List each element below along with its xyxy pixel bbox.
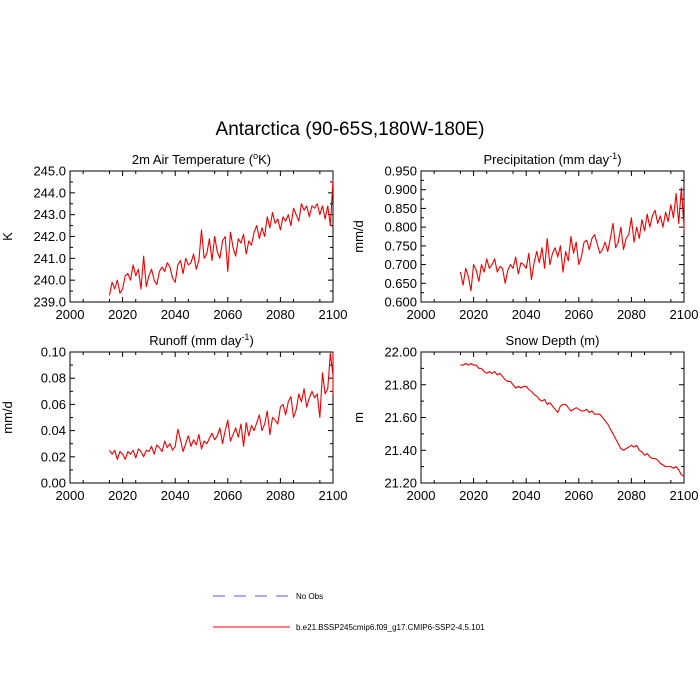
y-tick-label: 21.60 — [384, 410, 417, 425]
panel-title: 2m Air Temperature (oK) — [132, 151, 271, 167]
y-tick-label: 239.0 — [33, 295, 66, 310]
y-axis-label: K — [0, 232, 15, 241]
x-tick-label: 2040 — [512, 488, 541, 503]
legend-label-no-obs: No Obs — [296, 592, 323, 601]
y-axis-label: mm/d — [351, 220, 366, 253]
y-tick-label: 245.0 — [33, 164, 66, 179]
y-tick-label: 21.40 — [384, 443, 417, 458]
y-axis-label: mm/d — [0, 401, 15, 434]
plot-frame — [420, 170, 685, 303]
legend-label-model-run: b.e21.BSSP245cmip6.f09_g17.CMIP6-SSP2-4.… — [296, 623, 485, 632]
panel-title: Runoff (mm day-1) — [149, 332, 254, 348]
y-tick-label: 0.900 — [384, 182, 417, 197]
x-tick-label: 2000 — [407, 307, 436, 322]
chart-panel-4: Snow Depth (m) 2000 2020 2040 2060 2080 2100 21… — [351, 333, 698, 503]
y-tick-label: 0.750 — [384, 238, 417, 253]
x-tick-label: 2040 — [512, 307, 541, 322]
y-tick-label: 241.0 — [33, 251, 66, 266]
figure-title: Antarctica (90-65S,180W-180E) — [216, 119, 485, 140]
x-tick-label: 2000 — [56, 488, 85, 503]
y-tick-label: 0.06 — [41, 397, 66, 412]
series-line — [460, 362, 685, 477]
x-tick-label: 2000 — [407, 488, 436, 503]
series-line — [108, 179, 334, 296]
y-tick-label: 0.800 — [384, 220, 417, 235]
plot-frame — [69, 170, 334, 303]
x-tick-label: 2000 — [56, 307, 85, 322]
x-tick-label: 2100 — [670, 488, 699, 503]
y-tick-label: 243.0 — [33, 207, 66, 222]
x-tick-label: 2080 — [617, 307, 646, 322]
y-tick-label: 22.00 — [384, 345, 417, 360]
y-tick-label: 0.600 — [384, 295, 417, 310]
y-tick-label: 0.700 — [384, 257, 417, 272]
y-tick-label: 0.850 — [384, 201, 417, 216]
series-line — [459, 187, 685, 292]
y-tick-label: 0.10 — [41, 345, 66, 360]
y-tick-label: 240.0 — [33, 273, 66, 288]
y-tick-label: 0.02 — [41, 449, 66, 464]
legend: No Obs b.e21.BSSP245cmip6.f09_g17.CMIP6-… — [213, 592, 485, 632]
x-tick-label: 2060 — [213, 488, 242, 503]
x-tick-label: 2100 — [319, 307, 348, 322]
x-tick-label: 2020 — [459, 307, 488, 322]
x-tick-label: 2080 — [617, 488, 646, 503]
panel-title: Precipitation (mm day-1) — [483, 151, 621, 167]
x-tick-label: 2060 — [564, 488, 593, 503]
x-tick-label: 2020 — [108, 307, 137, 322]
x-tick-label: 2060 — [213, 307, 242, 322]
y-tick-label: 21.80 — [384, 377, 417, 392]
series-line — [108, 352, 334, 460]
x-tick-label: 2100 — [670, 307, 699, 322]
x-tick-label: 2100 — [319, 488, 348, 503]
x-tick-label: 2020 — [108, 488, 137, 503]
y-tick-label: 0.650 — [384, 276, 417, 291]
y-axis-label: m — [351, 412, 366, 423]
y-tick-label: 0.950 — [384, 164, 417, 179]
x-tick-label: 2060 — [564, 307, 593, 322]
y-tick-label: 242.0 — [33, 229, 66, 244]
x-tick-label: 2040 — [161, 307, 190, 322]
x-tick-label: 2040 — [161, 488, 190, 503]
chart-panel-3: Runoff (mm day-1) 2000 2020 2040 2060 2080 210… — [0, 332, 347, 503]
y-tick-label: 244.0 — [33, 185, 66, 200]
chart-panel-2: Precipitation (mm day-1) 2000 2020 2040 2060… — [351, 151, 698, 322]
plot-frame — [420, 351, 685, 484]
y-tick-label: 21.20 — [384, 476, 417, 491]
x-tick-label: 2080 — [266, 307, 295, 322]
x-tick-label: 2020 — [459, 488, 488, 503]
panel-title: Snow Depth (m) — [506, 333, 600, 348]
y-tick-label: 0.04 — [41, 423, 66, 438]
x-tick-label: 2080 — [266, 488, 295, 503]
y-tick-label: 0.08 — [41, 371, 66, 386]
y-tick-label: 0.00 — [41, 476, 66, 491]
chart-panel-1: 2m Air Temperature (oK) 2000 2020 2040 2060 2… — [0, 151, 347, 322]
